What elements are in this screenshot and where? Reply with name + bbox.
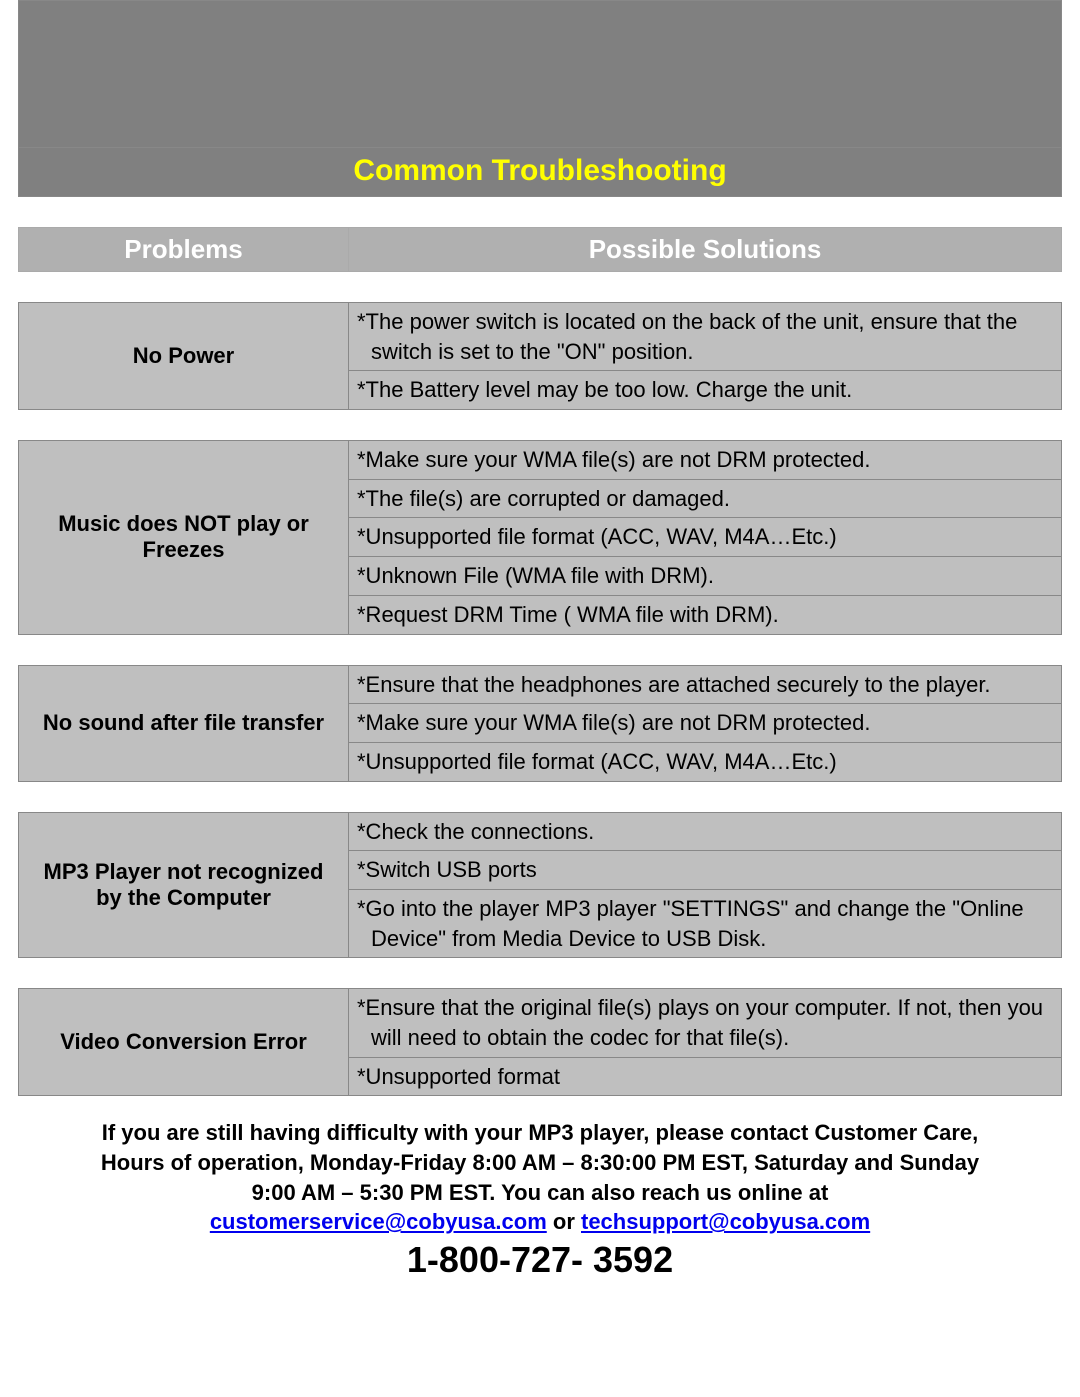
footer-email1[interactable]: customerservice@cobyusa.com <box>210 1209 547 1234</box>
footer-line2: Hours of operation, Monday-Friday 8:00 A… <box>101 1150 979 1175</box>
section-gap <box>18 782 1062 812</box>
section-gap <box>18 635 1062 665</box>
solution-item: *The file(s) are corrupted or damaged. <box>349 480 1061 519</box>
solution-item: *Request DRM Time ( WMA file with DRM). <box>349 596 1061 634</box>
solution-item: *Check the connections. <box>349 813 1061 852</box>
solution-item: *Unsupported file format (ACC, WAV, M4A…… <box>349 518 1061 557</box>
solution-list: *Ensure that the headphones are attached… <box>349 666 1061 781</box>
table-row: No sound after file transfer*Ensure that… <box>18 665 1062 782</box>
sections-host: No Power*The power switch is located on … <box>18 272 1062 1096</box>
solution-item: *Make sure your WMA file(s) are not DRM … <box>349 441 1061 480</box>
table-row: MP3 Player not recognized by the Compute… <box>18 812 1062 959</box>
problem-cell: No sound after file transfer <box>19 666 349 781</box>
col-head-solutions: Possible Solutions <box>349 228 1061 271</box>
header-block <box>18 0 1062 148</box>
col-head-problems: Problems <box>19 228 349 271</box>
section-gap <box>18 410 1062 440</box>
footer-line3: 9:00 AM – 5:30 PM EST. You can also reac… <box>252 1180 829 1205</box>
footer-email2[interactable]: techsupport@cobyusa.com <box>581 1209 870 1234</box>
page: Common Troubleshooting Problems Possible… <box>0 0 1080 1301</box>
solution-list: *The power switch is located on the back… <box>349 303 1061 409</box>
solution-item: *Unknown File (WMA file with DRM). <box>349 557 1061 596</box>
solution-item: *Switch USB ports <box>349 851 1061 890</box>
solution-item: *Go into the player MP3 player "SETTINGS… <box>349 890 1061 957</box>
solution-list: *Ensure that the original file(s) plays … <box>349 989 1061 1095</box>
solution-item: *Ensure that the original file(s) plays … <box>349 989 1061 1057</box>
table-row: Video Conversion Error*Ensure that the o… <box>18 988 1062 1096</box>
footer-text: If you are still having difficulty with … <box>18 1096 1062 1237</box>
problem-cell: No Power <box>19 303 349 409</box>
spacer <box>18 197 1062 227</box>
table-row: No Power*The power switch is located on … <box>18 302 1062 410</box>
solution-item: *Make sure your WMA file(s) are not DRM … <box>349 704 1061 743</box>
page-title: Common Troubleshooting <box>353 154 726 187</box>
problem-cell: MP3 Player not recognized by the Compute… <box>19 813 349 958</box>
table-row: Music does NOT play or Freezes*Make sure… <box>18 440 1062 634</box>
problem-cell: Music does NOT play or Freezes <box>19 441 349 633</box>
solution-item: *The Battery level may be too low. Charg… <box>349 371 1061 409</box>
footer-or: or <box>547 1209 581 1234</box>
solution-item: *The power switch is located on the back… <box>349 303 1061 371</box>
footer-line1: If you are still having difficulty with … <box>102 1120 979 1145</box>
solution-item: *Unsupported file format (ACC, WAV, M4A…… <box>349 743 1061 781</box>
solution-list: *Make sure your WMA file(s) are not DRM … <box>349 441 1061 633</box>
solution-item: *Unsupported format <box>349 1058 1061 1096</box>
section-gap <box>18 272 1062 302</box>
problem-cell: Video Conversion Error <box>19 989 349 1095</box>
solution-item: *Ensure that the headphones are attached… <box>349 666 1061 705</box>
solution-list: *Check the connections.*Switch USB ports… <box>349 813 1061 958</box>
column-headers: Problems Possible Solutions <box>18 227 1062 272</box>
section-gap <box>18 958 1062 988</box>
footer-phone: 1-800-727- 3592 <box>18 1237 1062 1301</box>
title-row: Common Troubleshooting <box>18 148 1062 197</box>
